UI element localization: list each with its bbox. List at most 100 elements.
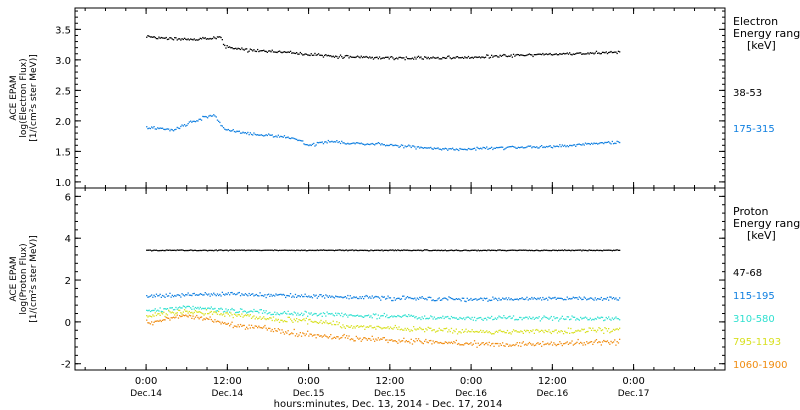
data-point xyxy=(492,296,494,298)
data-point xyxy=(425,338,427,341)
data-point xyxy=(363,143,365,145)
data-point xyxy=(241,325,243,327)
data-point xyxy=(339,296,342,298)
data-point xyxy=(509,146,511,148)
data-point xyxy=(469,299,471,301)
data-point xyxy=(616,140,618,142)
data-point xyxy=(445,316,448,318)
data-point xyxy=(237,314,239,316)
data-point xyxy=(406,57,409,60)
data-point xyxy=(433,57,435,59)
data-point xyxy=(612,328,615,331)
data-point xyxy=(237,130,239,133)
data-point xyxy=(509,344,511,346)
data-point xyxy=(476,146,478,148)
data-point xyxy=(213,311,215,313)
data-point xyxy=(611,51,613,54)
data-point xyxy=(190,249,192,251)
data-point xyxy=(526,54,528,56)
data-point xyxy=(239,249,242,251)
data-point xyxy=(337,249,339,251)
data-point xyxy=(615,297,617,299)
data-point xyxy=(337,312,339,314)
data-point xyxy=(611,317,613,319)
data-point xyxy=(480,329,482,331)
data-point xyxy=(271,295,273,297)
data-point xyxy=(592,298,594,300)
data-point xyxy=(578,249,580,251)
data-point xyxy=(315,337,317,339)
data-point xyxy=(186,310,188,312)
data-point xyxy=(292,137,294,139)
data-point xyxy=(170,249,172,252)
data-point xyxy=(408,297,410,299)
data-point xyxy=(534,298,537,300)
data-point xyxy=(424,298,426,300)
data-point xyxy=(519,147,521,149)
data-point xyxy=(500,249,502,252)
data-point xyxy=(207,294,209,296)
data-point xyxy=(317,322,320,324)
data-point xyxy=(325,320,327,322)
data-point xyxy=(473,249,476,251)
data-point xyxy=(397,58,399,60)
data-point xyxy=(475,249,477,251)
data-point xyxy=(174,249,176,251)
data-point xyxy=(488,317,490,319)
data-point xyxy=(516,249,518,252)
data-point xyxy=(175,249,177,252)
data-point xyxy=(595,339,598,341)
data-point xyxy=(464,300,466,302)
data-point xyxy=(169,311,171,313)
data-point xyxy=(502,297,504,299)
data-point xyxy=(164,319,166,321)
data-point xyxy=(327,296,329,298)
data-point xyxy=(522,298,524,300)
data-point xyxy=(516,319,518,321)
data-point xyxy=(342,335,344,337)
data-point xyxy=(350,142,353,145)
data-point xyxy=(364,328,366,330)
data-point xyxy=(157,320,159,322)
data-point xyxy=(441,58,443,60)
data-point xyxy=(163,295,165,297)
data-point xyxy=(247,131,249,134)
data-point xyxy=(561,249,563,251)
data-point xyxy=(299,319,301,321)
data-point xyxy=(257,327,259,329)
data-point xyxy=(464,249,466,251)
data-point xyxy=(250,133,253,136)
data-point xyxy=(309,313,311,315)
y-tick-label: 1.0 xyxy=(55,178,71,189)
data-point xyxy=(232,129,234,131)
data-point xyxy=(561,53,563,55)
data-point xyxy=(441,317,443,319)
data-point xyxy=(331,249,333,251)
data-point xyxy=(294,138,297,140)
data-point xyxy=(448,249,450,252)
data-point xyxy=(559,249,561,252)
data-point xyxy=(570,327,572,330)
data-point xyxy=(381,295,383,298)
data-point xyxy=(537,53,539,55)
data-point xyxy=(175,128,177,130)
data-point xyxy=(224,294,226,296)
data-point xyxy=(573,316,576,318)
data-point xyxy=(395,144,398,147)
data-point xyxy=(499,343,501,345)
data-point xyxy=(165,313,167,315)
series-310-580 xyxy=(146,305,621,322)
data-point xyxy=(208,312,210,315)
data-point xyxy=(483,57,485,59)
data-point xyxy=(196,294,198,296)
data-point xyxy=(512,146,515,148)
legend-entry: 795-1193 xyxy=(733,337,781,348)
y-axis-label: ACE EPAM xyxy=(9,75,19,120)
data-point xyxy=(481,250,483,252)
data-point xyxy=(449,342,451,344)
data-point xyxy=(163,128,165,130)
data-point xyxy=(218,308,220,310)
data-point xyxy=(149,315,152,317)
data-point xyxy=(566,341,568,343)
data-point xyxy=(255,316,258,318)
